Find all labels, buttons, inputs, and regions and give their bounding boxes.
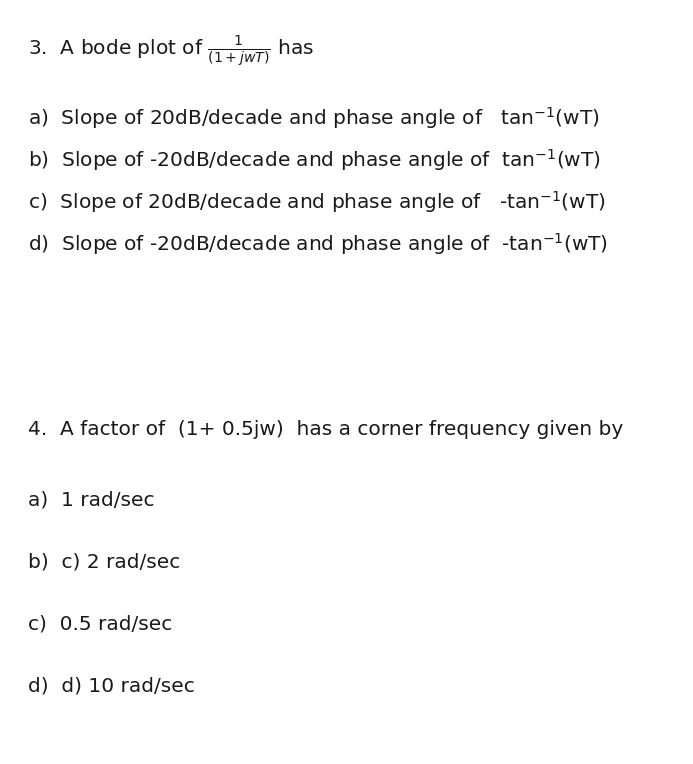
Text: 4.  A factor of  (1+ 0.5jw)  has a corner frequency given by: 4. A factor of (1+ 0.5jw) has a corner f…	[28, 420, 623, 439]
Text: 3.  A bode plot of $\frac{1}{(1+jwT)}$ has: 3. A bode plot of $\frac{1}{(1+jwT)}$ ha…	[28, 35, 315, 69]
Text: c)  0.5 rad/sec: c) 0.5 rad/sec	[28, 614, 173, 633]
Text: a)  1 rad/sec: a) 1 rad/sec	[28, 490, 155, 510]
Text: a)  Slope of 20dB/decade and phase angle of   tan$^{-1}$(wT): a) Slope of 20dB/decade and phase angle …	[28, 105, 599, 131]
Text: b)  Slope of -20dB/decade and phase angle of  tan$^{-1}$(wT): b) Slope of -20dB/decade and phase angle…	[28, 147, 601, 173]
Text: b)  c) 2 rad/sec: b) c) 2 rad/sec	[28, 552, 180, 571]
Text: d)  d) 10 rad/sec: d) d) 10 rad/sec	[28, 676, 195, 695]
Text: c)  Slope of 20dB/decade and phase angle of   -tan$^{-1}$(wT): c) Slope of 20dB/decade and phase angle …	[28, 189, 606, 215]
Text: d)  Slope of -20dB/decade and phase angle of  -tan$^{-1}$(wT): d) Slope of -20dB/decade and phase angle…	[28, 231, 608, 257]
